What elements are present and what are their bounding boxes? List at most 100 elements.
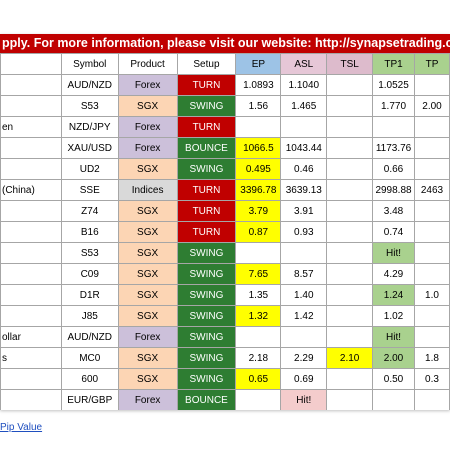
header-ep[interactable]: EP (235, 53, 282, 75)
cell-tp2[interactable] (414, 158, 450, 180)
cell-tp1[interactable]: 4.29 (372, 263, 415, 285)
cell-tp2[interactable]: 2463 (414, 179, 450, 201)
cell-tp1[interactable]: 1.770 (372, 95, 415, 117)
cell-symbol[interactable]: D1R (60, 284, 119, 306)
cell-tsl[interactable] (326, 389, 374, 410)
cell-name[interactable] (0, 389, 62, 410)
cell-setup[interactable]: TURN (176, 116, 237, 138)
cell-tp1[interactable]: 0.50 (372, 368, 415, 390)
cell-product[interactable]: SGX (117, 263, 178, 285)
cell-name[interactable] (0, 137, 62, 159)
cell-ep[interactable]: 0.65 (235, 368, 282, 390)
header-asl[interactable]: ASL (280, 53, 328, 75)
cell-symbol[interactable]: 600 (60, 368, 119, 390)
cell-tp2[interactable] (414, 116, 450, 138)
cell-tp2[interactable] (414, 389, 450, 410)
cell-asl[interactable]: 1.1040 (280, 74, 328, 96)
cell-tp2[interactable] (414, 137, 450, 159)
cell-tp1[interactable]: 0.74 (372, 221, 415, 243)
cell-product[interactable]: SGX (117, 200, 178, 222)
cell-asl[interactable]: 3.91 (280, 200, 328, 222)
cell-ep[interactable]: 2.18 (235, 347, 282, 369)
cell-symbol[interactable]: EUR/GBP (60, 389, 119, 410)
cell-setup[interactable]: SWING (176, 158, 237, 180)
cell-tp1[interactable]: 1.24 (372, 284, 415, 306)
cell-setup[interactable]: SWING (176, 326, 237, 348)
cell-product[interactable]: Forex (117, 116, 178, 138)
cell-asl[interactable]: 1.42 (280, 305, 328, 327)
cell-asl[interactable]: 1043.44 (280, 137, 328, 159)
cell-name[interactable]: (China) (0, 179, 62, 201)
cell-tp1[interactable] (372, 389, 415, 410)
cell-asl[interactable] (280, 116, 328, 138)
cell-name[interactable]: ollar (0, 326, 62, 348)
cell-name[interactable]: en (0, 116, 62, 138)
cell-ep[interactable]: 1066.5 (235, 137, 282, 159)
cell-setup[interactable]: SWING (176, 95, 237, 117)
cell-asl[interactable]: 0.69 (280, 368, 328, 390)
cell-tp1[interactable]: Hit! (372, 242, 415, 264)
cell-setup[interactable]: SWING (176, 284, 237, 306)
header-tp2[interactable]: TP (414, 53, 450, 75)
header-product[interactable]: Product (117, 53, 178, 75)
cell-ep[interactable]: 0.87 (235, 221, 282, 243)
cell-tp1[interactable]: 2.00 (372, 347, 415, 369)
cell-setup[interactable]: TURN (176, 179, 237, 201)
cell-product[interactable]: SGX (117, 242, 178, 264)
pip-value-link[interactable]: Pip Value (0, 422, 43, 433)
cell-ep[interactable] (235, 326, 282, 348)
cell-name[interactable] (0, 221, 62, 243)
header-setup[interactable]: Setup (176, 53, 237, 75)
cell-ep[interactable]: 1.32 (235, 305, 282, 327)
cell-setup[interactable]: SWING (176, 242, 237, 264)
cell-tsl[interactable] (326, 242, 374, 264)
cell-ep[interactable]: 1.35 (235, 284, 282, 306)
cell-tp1[interactable]: 1173.76 (372, 137, 415, 159)
cell-setup[interactable]: TURN (176, 200, 237, 222)
cell-symbol[interactable]: J85 (60, 305, 119, 327)
cell-product[interactable]: SGX (117, 368, 178, 390)
cell-ep[interactable]: 3.79 (235, 200, 282, 222)
cell-asl[interactable]: 2.29 (280, 347, 328, 369)
cell-name[interactable] (0, 158, 62, 180)
cell-asl[interactable]: 1.40 (280, 284, 328, 306)
cell-symbol[interactable]: NZD/JPY (60, 116, 119, 138)
cell-tsl[interactable] (326, 95, 374, 117)
cell-name[interactable] (0, 305, 62, 327)
cell-setup[interactable]: SWING (176, 305, 237, 327)
cell-tp1[interactable]: Hit! (372, 326, 415, 348)
cell-setup[interactable]: SWING (176, 368, 237, 390)
cell-tp1[interactable]: 0.66 (372, 158, 415, 180)
cell-symbol[interactable]: SSE (60, 179, 119, 201)
cell-setup[interactable]: TURN (176, 74, 237, 96)
cell-ep[interactable] (235, 242, 282, 264)
cell-setup[interactable]: BOUNCE (176, 389, 237, 410)
cell-asl[interactable] (280, 242, 328, 264)
cell-setup[interactable]: SWING (176, 263, 237, 285)
cell-name[interactable] (0, 284, 62, 306)
cell-ep[interactable]: 1.56 (235, 95, 282, 117)
cell-ep[interactable]: 1.0893 (235, 74, 282, 96)
cell-tp2[interactable] (414, 200, 450, 222)
cell-tsl[interactable]: 2.10 (326, 347, 374, 369)
cell-asl[interactable]: 3639.13 (280, 179, 328, 201)
cell-tsl[interactable] (326, 116, 374, 138)
cell-name[interactable] (0, 242, 62, 264)
cell-tp1[interactable]: 1.02 (372, 305, 415, 327)
cell-product[interactable]: SGX (117, 95, 178, 117)
cell-asl[interactable]: 1.465 (280, 95, 328, 117)
cell-name[interactable] (0, 74, 62, 96)
cell-symbol[interactable]: C09 (60, 263, 119, 285)
cell-symbol[interactable]: XAU/USD (60, 137, 119, 159)
cell-name[interactable] (0, 263, 62, 285)
cell-symbol[interactable]: AUD/NZD (60, 326, 119, 348)
cell-symbol[interactable]: S53 (60, 242, 119, 264)
cell-symbol[interactable]: MC0 (60, 347, 119, 369)
cell-product[interactable]: SGX (117, 305, 178, 327)
cell-asl[interactable]: 0.93 (280, 221, 328, 243)
cell-name[interactable] (0, 200, 62, 222)
cell-tsl[interactable] (326, 284, 374, 306)
cell-name[interactable] (0, 368, 62, 390)
cell-symbol[interactable]: S53 (60, 95, 119, 117)
cell-tp1[interactable]: 1.0525 (372, 74, 415, 96)
